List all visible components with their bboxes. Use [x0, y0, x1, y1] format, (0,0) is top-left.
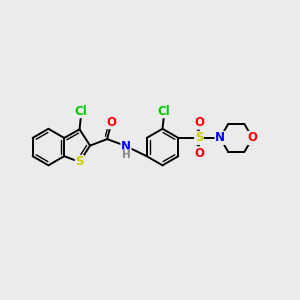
Text: O: O: [194, 116, 204, 129]
Text: Cl: Cl: [158, 105, 170, 118]
Text: Cl: Cl: [75, 105, 87, 118]
Text: O: O: [248, 131, 257, 144]
Text: O: O: [194, 147, 204, 160]
Text: O: O: [106, 116, 117, 128]
Text: N: N: [215, 131, 225, 144]
Text: N: N: [121, 140, 131, 153]
Text: S: S: [75, 155, 84, 168]
Text: H: H: [122, 150, 130, 160]
Text: S: S: [195, 131, 203, 144]
